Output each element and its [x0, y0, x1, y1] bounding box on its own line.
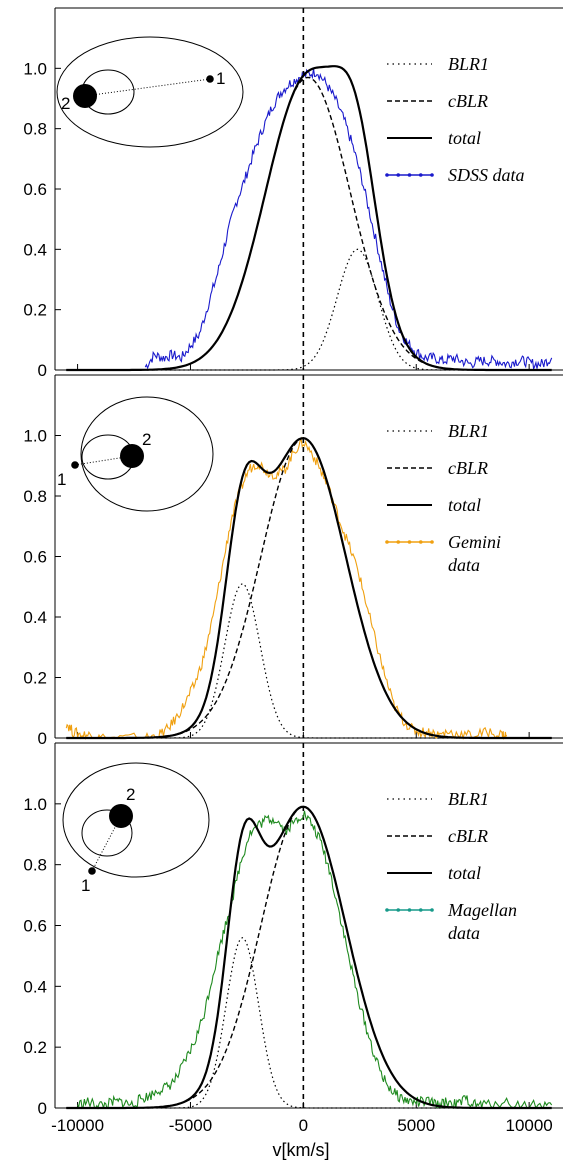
y-tick-label: 1.0 — [23, 795, 47, 814]
legend-swatch-marker — [418, 908, 423, 912]
legend-swatch-marker — [430, 540, 434, 544]
panel-3: 0 0.2 0.4 0.6 0.8 1.0 -10000 -5000 0 5000 10000 BLR… — [23, 742, 563, 1135]
blr1-line — [66, 248, 552, 371]
legend-swatch-marker — [407, 540, 412, 544]
panel-2: 0 0.2 0.4 0.6 0.8 1.0 BLR1 cBLR total Gemini data 1… — [23, 374, 563, 748]
x-tick-label: -10000 — [51, 1116, 104, 1135]
cblr-line — [66, 76, 552, 371]
legend-swatch-marker — [430, 173, 434, 177]
y-tick-label: 0.2 — [23, 669, 47, 688]
legend-label: Gemini — [448, 532, 501, 552]
orbit-label-2: 2 — [142, 430, 151, 449]
orbit-outer-ellipse — [56, 36, 244, 148]
orbit-label-1: 1 — [216, 69, 225, 88]
panels: 0 0.2 0.4 0.6 0.8 1.0 BLR1 cBLR total SDSS data 1 2… — [23, 7, 563, 1135]
cblr-line — [66, 806, 552, 1109]
x-tick-label: -5000 — [169, 1116, 212, 1135]
observed-data-line — [144, 68, 553, 370]
legend-swatch-marker — [407, 173, 412, 177]
total-line — [66, 436, 552, 740]
legend-label: Magellan — [447, 900, 517, 920]
legend-label: cBLR — [448, 826, 488, 846]
orbit-label-1: 1 — [57, 470, 66, 489]
orbit-separation-line — [84, 78, 211, 97]
total-line — [66, 65, 552, 372]
orbit-label-1: 1 — [81, 876, 90, 895]
legend-swatch-marker — [430, 908, 434, 912]
x-tick-label: 5000 — [397, 1116, 435, 1135]
orbit-outer-ellipse — [80, 396, 214, 512]
total-line — [66, 805, 552, 1110]
legend-label: cBLR — [448, 458, 488, 478]
y-tick-label: 0 — [38, 729, 47, 748]
y-tick-label: 0.2 — [23, 301, 47, 320]
legend-label-line2: data — [448, 923, 480, 943]
legend-swatch-marker — [418, 540, 423, 544]
secondary-black-hole — [88, 867, 96, 875]
y-tick-label: 1.0 — [23, 59, 47, 78]
legend-label-line2: data — [448, 555, 480, 575]
primary-black-hole — [120, 444, 144, 468]
y-tick-label: 0.8 — [23, 856, 47, 875]
y-tick-label: 0.6 — [23, 548, 47, 567]
x-axis-title: v[km/s] — [273, 1140, 330, 1160]
legend-swatch-marker — [385, 540, 389, 544]
cblr-line — [66, 437, 552, 739]
y-tick-label: 0.8 — [23, 120, 47, 139]
legend-label: cBLR — [448, 91, 488, 111]
y-tick-label: 0.4 — [23, 240, 47, 259]
secondary-black-hole — [206, 75, 214, 83]
orbit-inner-ellipse — [81, 809, 133, 857]
legend-label: total — [448, 863, 481, 883]
observed-data-line — [65, 436, 508, 741]
legend-swatch-marker — [385, 173, 389, 177]
orbit-outer-ellipse — [62, 762, 210, 878]
y-tick-label: 0.6 — [23, 180, 47, 199]
legend-swatch-marker — [396, 540, 401, 544]
legend-swatch-marker — [407, 908, 412, 912]
y-tick-label: 0.4 — [23, 977, 47, 996]
legend-label: total — [448, 128, 481, 148]
y-tick-label: 1.0 — [23, 427, 47, 446]
legend-swatch-marker — [396, 908, 401, 912]
legend-label: SDSS data — [448, 165, 525, 185]
primary-black-hole — [109, 804, 133, 828]
y-tick-label: 0.2 — [23, 1038, 47, 1057]
panel-1: 0 0.2 0.4 0.6 0.8 1.0 BLR1 cBLR total SDSS data 1 2 — [23, 7, 563, 380]
legend-label: BLR1 — [448, 789, 489, 809]
y-tick-label: 0.6 — [23, 917, 47, 936]
blr1-line — [66, 583, 552, 739]
legend-label: BLR1 — [448, 54, 489, 74]
orbit-label-2: 2 — [61, 94, 70, 113]
orbit-label-2: 2 — [126, 785, 135, 804]
primary-black-hole — [73, 84, 97, 108]
observed-data-line — [77, 810, 553, 1110]
x-tick-label: 10000 — [505, 1116, 552, 1135]
legend-swatch-marker — [418, 173, 423, 177]
legend-swatch-marker — [385, 908, 389, 912]
x-tick-label: 0 — [299, 1116, 308, 1135]
y-tick-label: 0.8 — [23, 487, 47, 506]
legend-label: BLR1 — [448, 421, 489, 441]
y-tick-label: 0 — [38, 361, 47, 380]
y-tick-label: 0.4 — [23, 608, 47, 627]
y-tick-label: 0 — [38, 1099, 47, 1118]
secondary-black-hole — [71, 461, 79, 469]
legend-label: total — [448, 495, 481, 515]
blr1-line — [66, 936, 552, 1109]
legend-swatch-marker — [396, 173, 401, 177]
